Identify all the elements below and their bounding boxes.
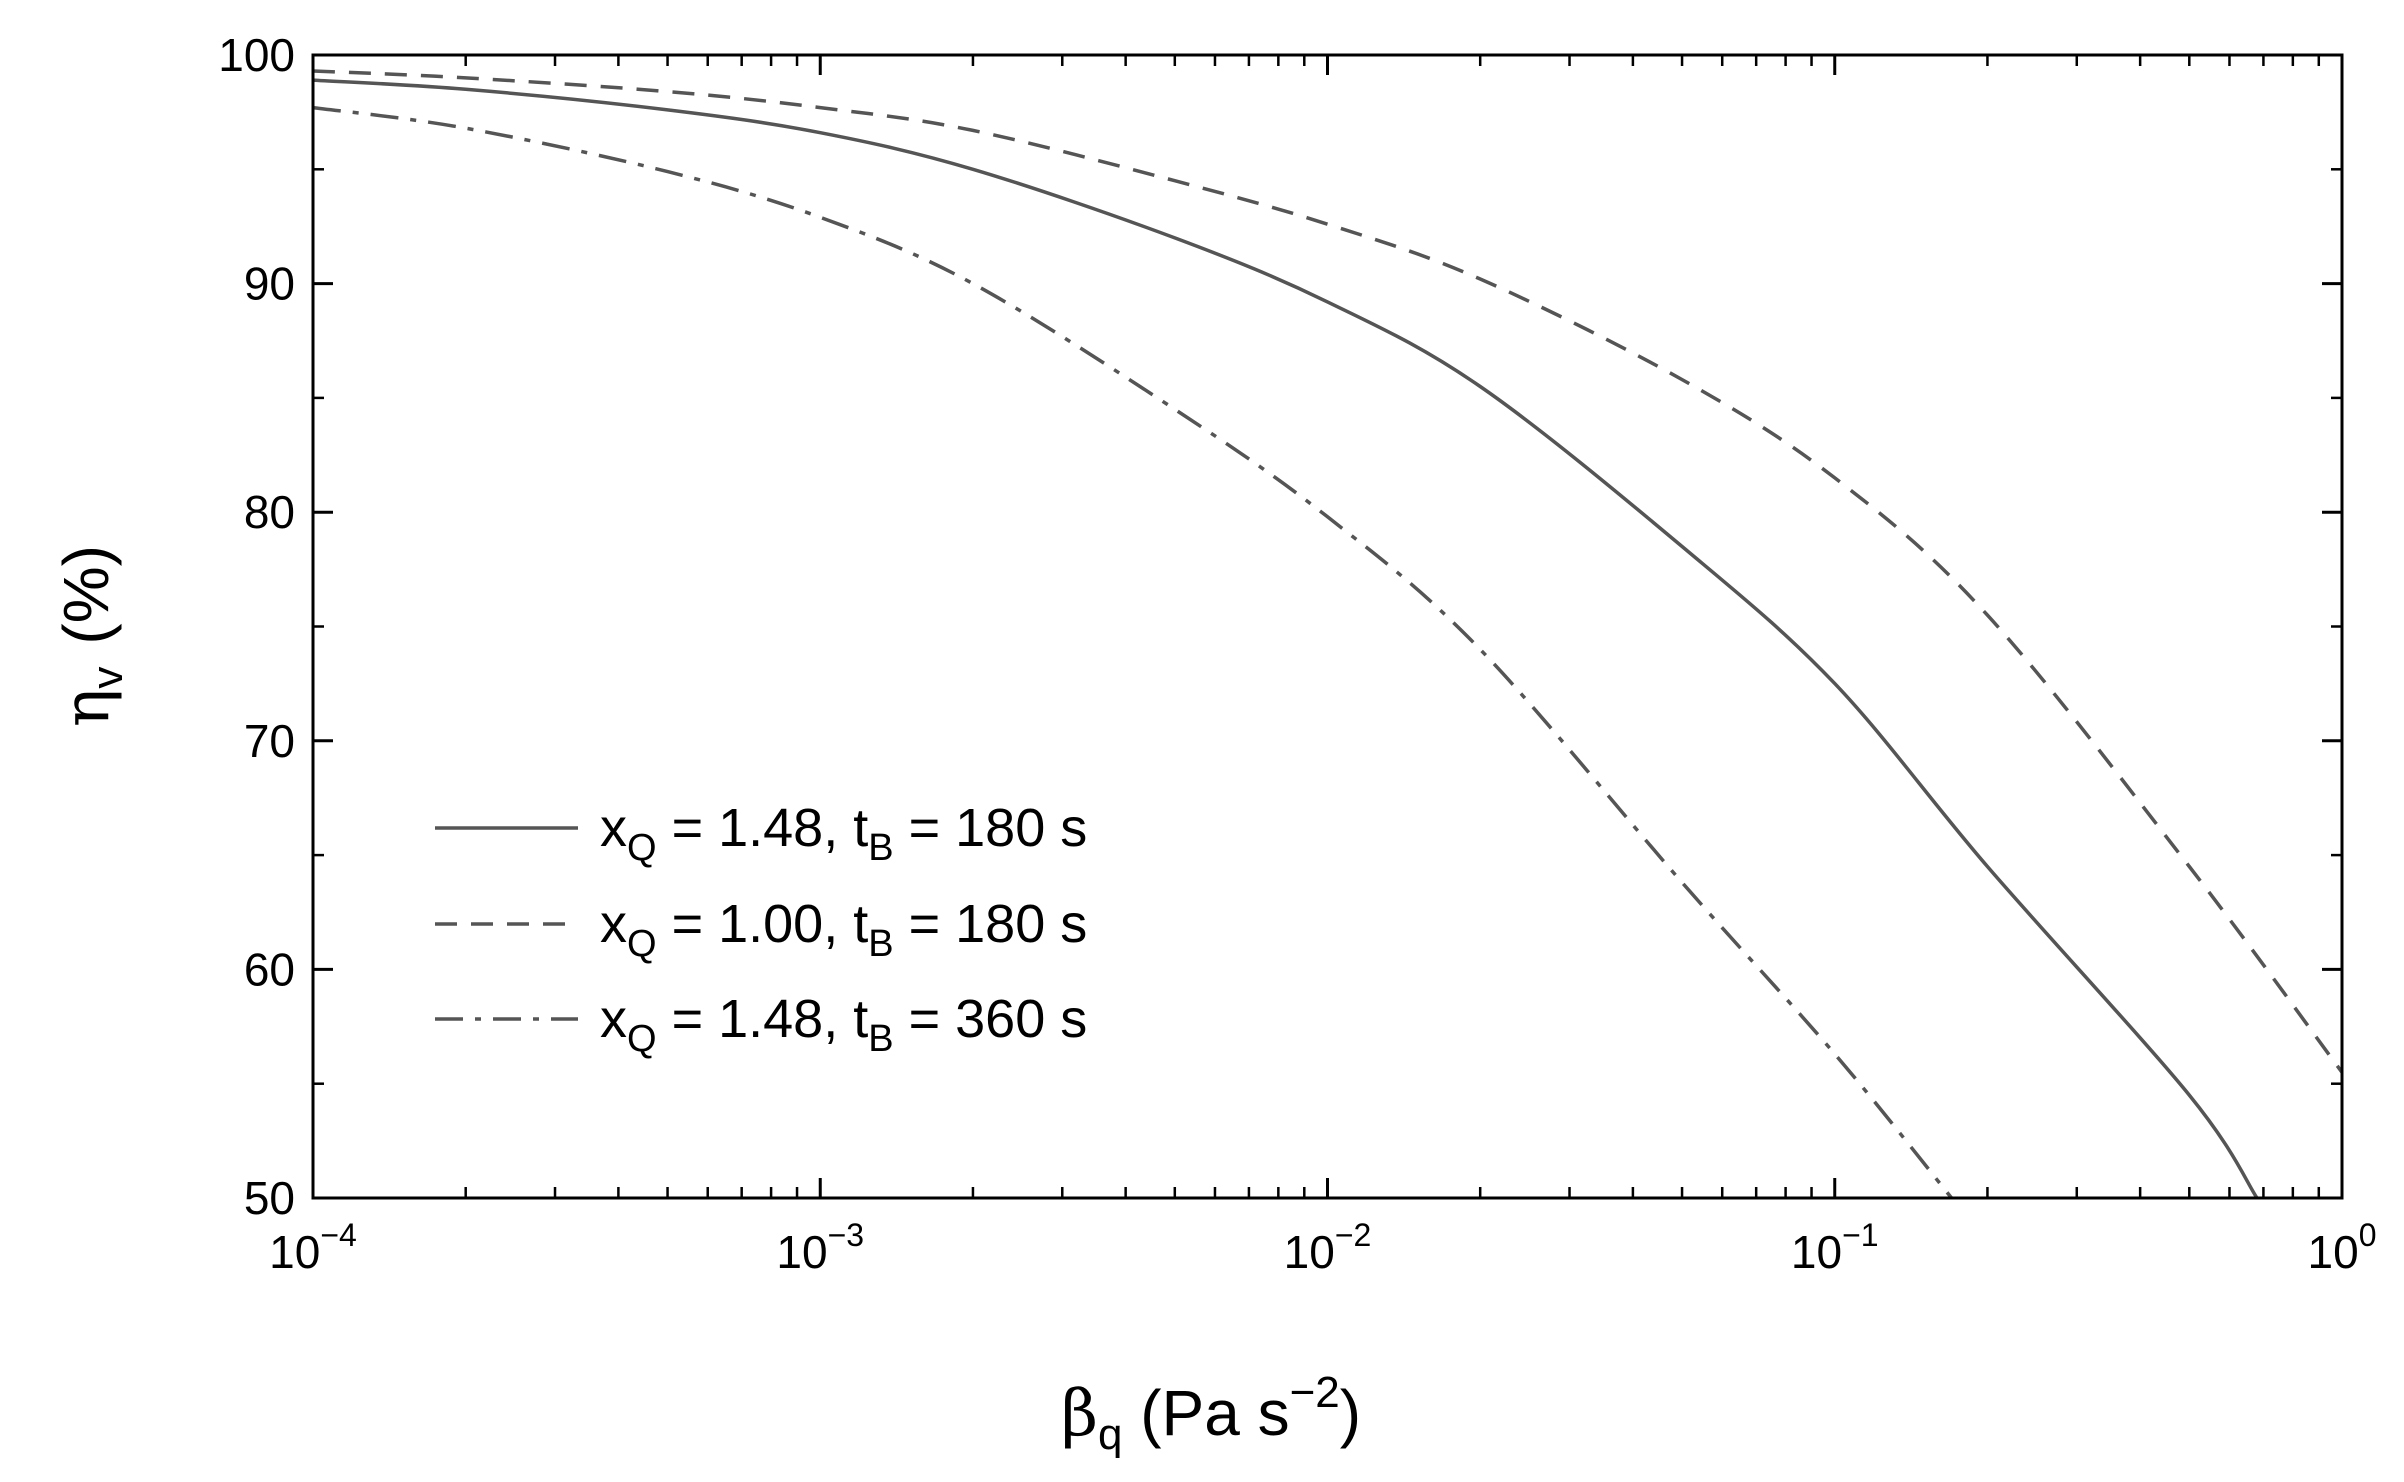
y-tick-label: 90 [244,258,295,310]
x-tick-label: 10−4 [269,1217,357,1278]
y-tick-label: 60 [244,943,295,995]
y-tick-label: 80 [244,486,295,538]
y-tick-label: 100 [218,29,295,81]
y-tick-label: 50 [244,1172,295,1224]
x-tick-label: 10−3 [776,1217,864,1278]
y-axis-label: ηv(%) [50,545,132,727]
legend-label-3: xQ = 1.48, tB = 360 s [600,989,1087,1060]
x-tick-label: 10−1 [1791,1217,1879,1278]
tick-layer: 10−4 10−3 10−2 10−1 100 50 60 70 80 90 100 [218,29,2376,1278]
legend: xQ = 1.48, tB = 180 s xQ = 1.00, tB = 180… [435,798,1087,1060]
y-tick-label: 70 [244,715,295,767]
series-line-1 [312,78,2259,1199]
x-axis-label: βq (Pa s−2) [1061,1368,1361,1459]
x-tick-label: 10−2 [1284,1217,1372,1278]
legend-label-1: xQ = 1.48, tB = 180 s [600,798,1087,869]
series-layer [312,69,2344,1200]
series-line-3 [312,105,1953,1200]
legend-label-2: xQ = 1.00, tB = 180 s [600,894,1087,965]
x-tick-label: 100 [2308,1217,2377,1278]
series-line-2 [312,69,2344,1074]
